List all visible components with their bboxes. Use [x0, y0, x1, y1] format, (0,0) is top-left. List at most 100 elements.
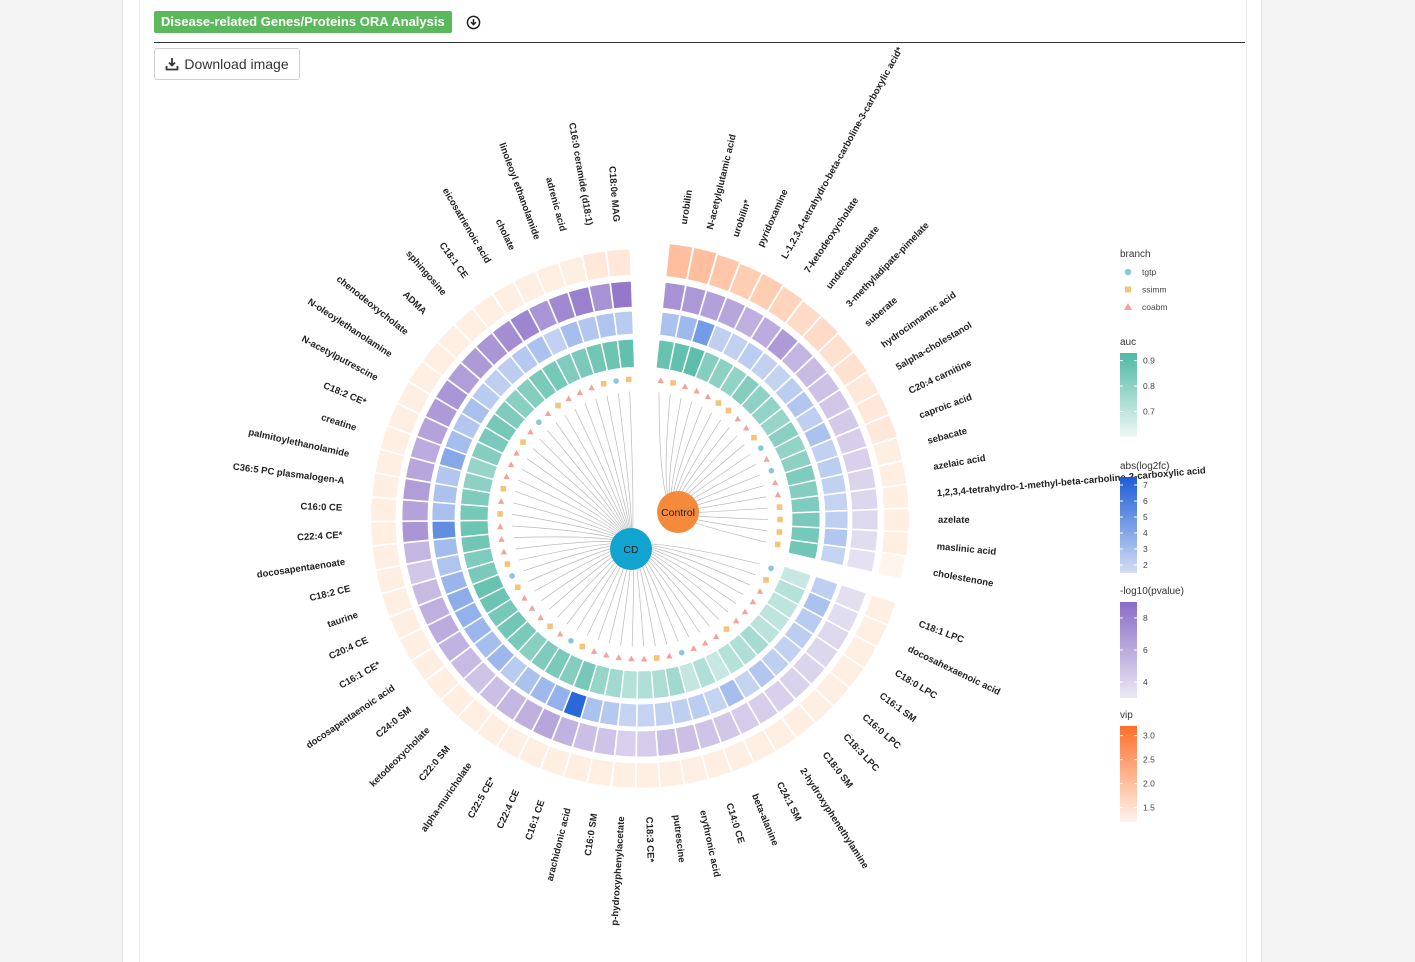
branch-marker-coabm	[588, 384, 595, 391]
cell-log2fc	[783, 621, 814, 650]
branch-marker-ssimm	[504, 561, 511, 567]
cell-vip	[440, 682, 476, 718]
cell-pvalue	[693, 717, 722, 750]
header-divider	[154, 42, 1245, 43]
cell-log2fc	[785, 390, 815, 419]
link	[564, 415, 632, 550]
cell-auc	[530, 639, 560, 672]
cell-log2fc	[691, 318, 716, 348]
cell-vip	[381, 586, 414, 618]
metabolite-label: C22:4 CE	[495, 788, 522, 831]
cell-auc	[707, 357, 735, 390]
cell-auc	[569, 347, 595, 380]
cell-vip	[842, 635, 877, 669]
cell-auc	[704, 649, 732, 683]
legend-tick-label: 0.9	[1143, 356, 1155, 366]
cell-vip	[563, 752, 593, 784]
cell-pvalue	[712, 710, 742, 744]
branch-marker-coabm	[666, 652, 673, 659]
cell-pvalue	[849, 529, 879, 552]
cell-log2fc	[460, 396, 491, 425]
cell-vip	[496, 725, 530, 760]
cell-log2fc	[432, 537, 459, 559]
cell-auc	[604, 667, 624, 699]
metabolite-label: C18:0 LPC	[893, 668, 940, 702]
legend-tick-label: 4	[1143, 677, 1148, 687]
cell-pvalue	[834, 584, 867, 613]
metabolite-label: C18:1 CE	[437, 240, 470, 280]
cell-pvalue	[547, 291, 576, 324]
cell-pvalue	[778, 666, 812, 700]
branch-marker-ssimm	[715, 400, 722, 406]
cell-log2fc	[707, 324, 733, 354]
cell-log2fc	[451, 412, 482, 440]
metabolite-label: maslinic acid	[936, 541, 997, 558]
metabolite-label: C24:1 SM	[774, 780, 804, 823]
cell-vip	[387, 403, 421, 435]
cell-pvalue	[851, 509, 879, 531]
cell-vip	[540, 745, 571, 778]
cell-vip	[877, 460, 908, 488]
cell-auc	[719, 365, 748, 398]
cell-auc	[637, 670, 654, 700]
cell-vip	[680, 754, 709, 785]
metabolite-label: azelaic acid	[933, 453, 987, 473]
cell-auc	[758, 602, 791, 633]
cell-log2fc	[675, 314, 699, 342]
cell-log2fc	[702, 686, 729, 715]
branch-marker-coabm	[500, 548, 508, 555]
section-title: Disease-related Genes/Proteins ORA Analy…	[154, 11, 452, 33]
metabolite-label: urobilin	[679, 189, 695, 225]
cell-auc	[790, 495, 821, 513]
cell-log2fc	[559, 320, 585, 349]
cell-vip	[864, 414, 898, 446]
cell-pvalue	[849, 488, 879, 511]
legend-branch-item: ssimm	[1142, 285, 1167, 295]
cell-auc	[517, 630, 549, 663]
cell-log2fc	[431, 502, 457, 521]
cell-log2fc	[823, 492, 849, 512]
cell-log2fc	[439, 570, 469, 595]
branch-marker-coabm	[497, 498, 505, 504]
cell-pvalue	[716, 296, 746, 330]
cell-log2fc	[438, 446, 467, 471]
cell-log2fc	[760, 647, 790, 677]
section-header: Disease-related Genes/Proteins ORA Analy…	[154, 11, 481, 33]
branch-marker-coabm	[712, 633, 720, 640]
cell-vip	[606, 248, 632, 278]
metabolite-label: C18:1 LPC	[917, 619, 965, 646]
download-image-button[interactable]: Download image	[154, 48, 300, 80]
legend-tick-label: 2.5	[1143, 755, 1155, 765]
cell-pvalue	[729, 701, 761, 735]
cell-log2fc	[580, 695, 604, 724]
link	[595, 398, 632, 550]
metabolite-label: creatine	[320, 412, 358, 434]
branch-marker-coabm	[771, 479, 779, 486]
cell-vip	[829, 653, 865, 688]
cell-auc	[527, 368, 557, 401]
legend-tick-label: 1.5	[1143, 803, 1155, 813]
metabolite-label: ADMA	[400, 289, 428, 317]
branch-marker-coabm	[749, 598, 757, 605]
cell-log2fc	[822, 527, 849, 548]
cell-pvalue	[426, 613, 461, 645]
cell-auc	[484, 413, 518, 442]
cell-auc	[774, 434, 807, 461]
circle-download-icon[interactable]	[466, 15, 481, 30]
cell-log2fc	[772, 634, 803, 664]
cell-vip	[517, 736, 550, 770]
branch-marker-coabm	[628, 655, 635, 662]
metabolite-label: C14:0 CE	[723, 802, 746, 845]
cell-auc	[504, 388, 536, 420]
cell-auc	[486, 598, 519, 628]
branch-marker-coabm	[657, 377, 665, 384]
cell-auc	[465, 456, 498, 480]
cell-vip	[587, 757, 614, 787]
legend-tick-label: 3	[1143, 544, 1148, 554]
cell-pvalue	[463, 661, 497, 695]
cell-log2fc	[803, 421, 833, 448]
legend-marker-tgtp	[1124, 268, 1132, 276]
cell-vip	[611, 761, 636, 789]
cell-pvalue	[435, 379, 469, 411]
